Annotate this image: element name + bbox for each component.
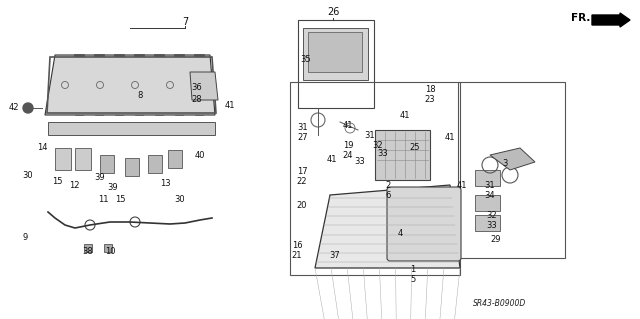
Text: 19: 19 [343, 140, 353, 150]
Text: 30: 30 [175, 196, 186, 204]
Text: 32: 32 [486, 211, 497, 219]
Text: 41: 41 [445, 133, 455, 143]
Text: 21: 21 [292, 250, 302, 259]
Bar [148, 155, 162, 173]
Polygon shape [48, 122, 215, 135]
Text: 31: 31 [365, 130, 375, 139]
Text: 12: 12 [68, 181, 79, 189]
Text: 42: 42 [9, 103, 19, 113]
Text: 35: 35 [301, 56, 311, 64]
Text: 41: 41 [400, 110, 410, 120]
Bar [168, 150, 182, 168]
Text: 29: 29 [491, 235, 501, 244]
Text: 39: 39 [95, 174, 106, 182]
Text: 14: 14 [36, 144, 47, 152]
Text: 33: 33 [378, 149, 388, 158]
Text: 36: 36 [191, 84, 202, 93]
Text: 18: 18 [425, 85, 435, 94]
Text: 33: 33 [355, 158, 365, 167]
Text: 27: 27 [298, 133, 308, 143]
Text: 9: 9 [22, 233, 28, 241]
Text: 32: 32 [372, 140, 383, 150]
Bar [100, 155, 114, 173]
Text: 20: 20 [297, 201, 307, 210]
Text: 41: 41 [327, 155, 337, 165]
Polygon shape [190, 72, 218, 100]
Text: 13: 13 [160, 179, 170, 188]
Text: 23: 23 [425, 95, 435, 105]
Text: 7: 7 [182, 17, 188, 27]
Text: 15: 15 [52, 177, 62, 187]
Text: SR43-B0900D: SR43-B0900D [474, 299, 527, 308]
Polygon shape [303, 28, 368, 80]
Text: 41: 41 [457, 181, 467, 189]
FancyBboxPatch shape [387, 187, 461, 261]
Text: 8: 8 [138, 92, 143, 100]
Text: 2: 2 [385, 181, 390, 189]
Bar [84, 244, 92, 252]
Circle shape [23, 103, 33, 113]
Text: 26: 26 [327, 7, 339, 17]
Text: 31: 31 [484, 181, 495, 189]
Bar [104, 244, 112, 252]
Text: 24: 24 [343, 151, 353, 160]
Text: 22: 22 [297, 177, 307, 187]
FancyArrow shape [592, 13, 630, 27]
Text: 16: 16 [292, 241, 302, 249]
Text: 28: 28 [192, 95, 202, 105]
Bar [308, 32, 362, 72]
Bar [125, 158, 139, 176]
Text: 10: 10 [105, 248, 115, 256]
Text: 38: 38 [83, 248, 93, 256]
Text: 37: 37 [330, 250, 340, 259]
Text: 17: 17 [297, 167, 307, 176]
Text: 41: 41 [225, 100, 236, 109]
Bar [298, 20, 374, 108]
Text: 39: 39 [108, 183, 118, 192]
Text: 40: 40 [195, 151, 205, 160]
Polygon shape [490, 148, 535, 170]
Polygon shape [45, 55, 215, 115]
Text: 4: 4 [397, 228, 403, 238]
Text: 15: 15 [115, 196, 125, 204]
Bar [475, 195, 500, 211]
Bar [475, 170, 500, 186]
Text: FR.: FR. [571, 13, 590, 23]
Bar [75, 148, 91, 170]
Bar [55, 148, 71, 170]
Text: 33: 33 [486, 220, 497, 229]
Polygon shape [315, 185, 460, 268]
Text: 11: 11 [98, 196, 108, 204]
Text: 34: 34 [484, 190, 495, 199]
Text: 30: 30 [22, 170, 33, 180]
Text: 5: 5 [410, 276, 415, 285]
Bar [475, 215, 500, 231]
Text: 3: 3 [502, 159, 508, 167]
Bar [375, 130, 430, 180]
Text: 41: 41 [343, 121, 353, 130]
Text: 6: 6 [385, 190, 390, 199]
Text: 25: 25 [410, 144, 420, 152]
Text: 1: 1 [410, 265, 415, 275]
Text: 31: 31 [298, 123, 308, 132]
